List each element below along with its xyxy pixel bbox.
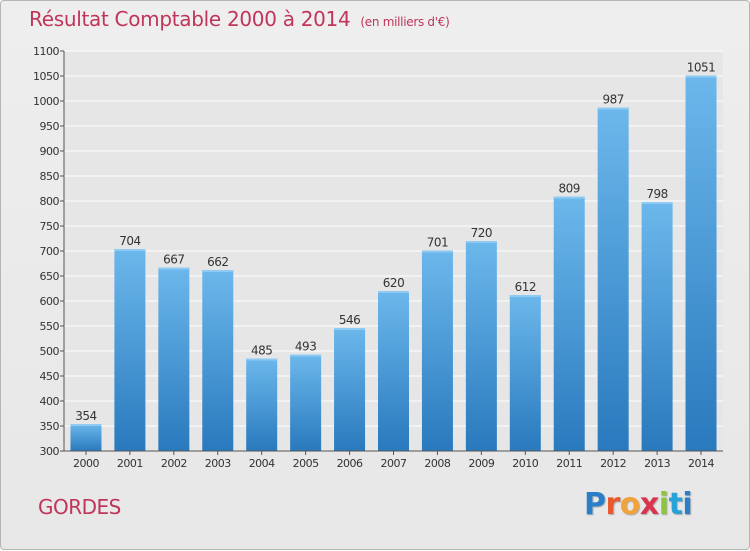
value-label: 704: [119, 234, 140, 248]
bar-highlight: [334, 328, 366, 330]
bar-highlight: [158, 267, 190, 270]
y-tick-label: 450: [40, 370, 60, 383]
value-label: 485: [251, 344, 272, 358]
bar-2007: [378, 291, 409, 451]
bar-2014: [685, 75, 717, 451]
y-tick-label: 1000: [33, 95, 59, 108]
bar-2013: [641, 202, 673, 451]
logo-letter: o: [619, 487, 641, 522]
y-tick-label: 350: [40, 420, 60, 433]
logo-letter: i: [682, 487, 693, 522]
value-label: 612: [515, 280, 536, 294]
y-tick-label: 700: [40, 245, 60, 258]
x-tick-label: 2008: [424, 457, 450, 470]
title-text: Résultat Comptable 2000 à 2014: [29, 7, 351, 31]
y-tick-label: 1050: [33, 70, 59, 83]
x-tick-label: 2012: [600, 457, 626, 470]
bar-2002: [158, 267, 190, 451]
bar-2000: [70, 424, 102, 451]
y-tick-label: 400: [40, 395, 60, 408]
x-tick-label: 2006: [337, 457, 363, 470]
bar-2003: [202, 270, 234, 451]
x-tick-label: 2001: [117, 457, 143, 470]
value-label: 662: [207, 255, 228, 269]
bar-highlight: [246, 358, 278, 361]
bar-2004: [246, 358, 278, 451]
bar-highlight: [553, 196, 585, 199]
x-tick-label: 2002: [161, 457, 187, 470]
y-tick-label: 800: [40, 195, 60, 208]
bar-highlight: [597, 107, 629, 110]
x-tick-label: 2009: [468, 457, 494, 470]
x-tick-label: 2014: [688, 457, 714, 470]
value-label: 493: [295, 340, 316, 354]
chart-title: Résultat Comptable 2000 à 2014 (en millie…: [29, 7, 450, 31]
bar-2010: [509, 295, 541, 451]
bar-highlight: [685, 75, 717, 78]
data-labels: 354 704 667 662 485 493 546 620 701 720 612 809 987 7…: [75, 61, 716, 424]
bar-highlight: [641, 202, 673, 204]
y-tick-label: 600: [40, 295, 60, 308]
bars: [70, 75, 717, 451]
bar-highlight: [202, 270, 234, 272]
value-label: 620: [383, 276, 404, 290]
bar-2001: [114, 249, 146, 451]
bar-highlight: [114, 249, 146, 251]
value-label: 546: [339, 313, 360, 327]
y-tick-label: 1100: [33, 45, 59, 58]
y-tick-label: 950: [40, 120, 60, 133]
bar-2008: [421, 250, 453, 451]
bar-highlight: [290, 354, 322, 357]
chart-subtitle: (en milliers d'€): [360, 15, 450, 29]
logo-letter: t: [668, 487, 683, 522]
commune-name: GORDES: [38, 495, 121, 519]
y-tick-label: 300: [40, 445, 60, 458]
value-label: 987: [602, 93, 623, 107]
x-tick-label: 2011: [556, 457, 582, 470]
x-tick-label: 2013: [644, 457, 670, 470]
value-label: 667: [163, 253, 184, 267]
value-label: 798: [646, 187, 667, 201]
bar-highlight: [378, 291, 409, 293]
logo-letter: x: [639, 487, 659, 522]
axes: 300 350 400 450 500 550 600 650 700 750 800 850 900 9…: [33, 45, 723, 470]
x-tick-label: 2007: [381, 457, 407, 470]
x-tick-label: 2004: [249, 457, 275, 470]
bar-highlight: [465, 241, 497, 243]
bar-2006: [334, 328, 366, 451]
x-tick-label: 2000: [73, 457, 99, 470]
bar-2009: [465, 241, 497, 451]
x-tick-label: 2010: [512, 457, 538, 470]
y-tick-label: 750: [40, 220, 60, 233]
bar-2012: [597, 107, 629, 451]
proxiti-logo: Proxiti: [584, 487, 693, 522]
value-label: 720: [471, 226, 492, 240]
x-tick-label: 2005: [293, 457, 319, 470]
logo-letter: P: [584, 487, 606, 522]
logo-letter: r: [605, 487, 621, 522]
y-tick-label: 900: [40, 145, 60, 158]
logo-letter: i: [658, 487, 669, 522]
bar-highlight: [70, 424, 102, 426]
y-tick-label: 500: [40, 345, 60, 358]
bar-2005: [290, 354, 322, 451]
bar-highlight: [509, 295, 541, 297]
y-tick-label: 650: [40, 270, 60, 283]
value-label: 1051: [687, 61, 716, 75]
value-label: 809: [559, 182, 580, 196]
value-label: 701: [427, 236, 448, 250]
y-tick-label: 550: [40, 320, 60, 333]
value-label: 354: [75, 409, 96, 423]
x-tick-label: 2003: [205, 457, 231, 470]
bar-2011: [553, 196, 585, 451]
bar-highlight: [421, 250, 453, 253]
y-tick-label: 850: [40, 170, 60, 183]
